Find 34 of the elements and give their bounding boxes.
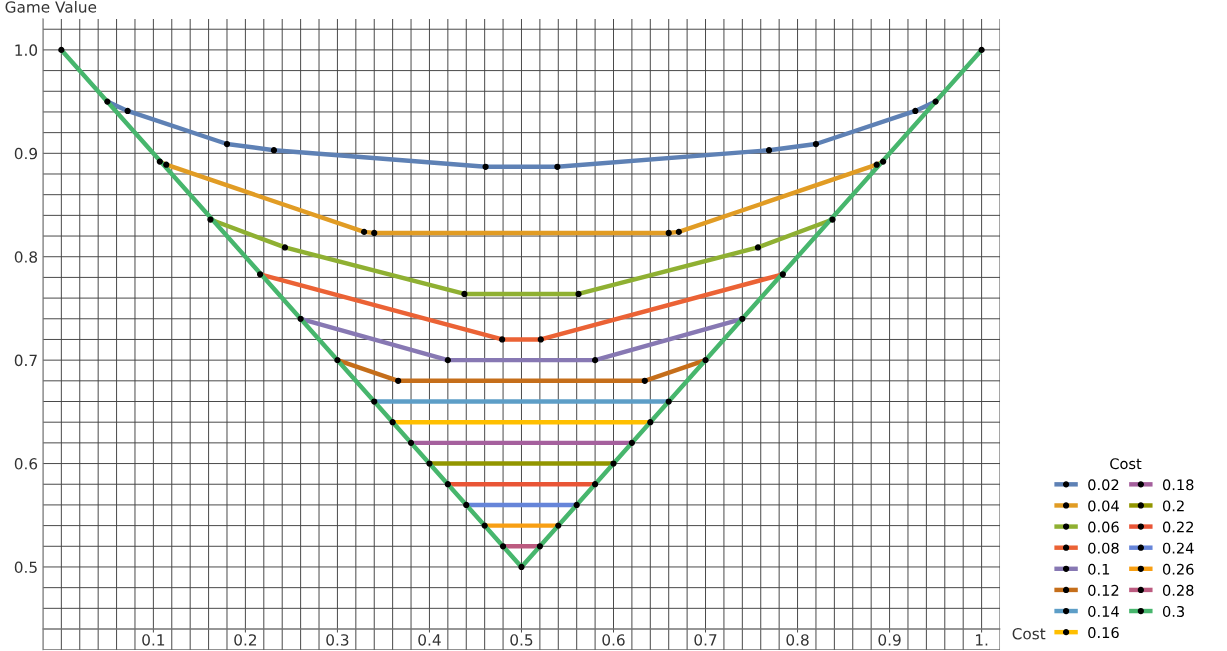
x-tick-label: 0.8 [786,634,809,646]
x-tick-label: 0.3 [326,634,349,646]
legend-label: 0.3 [1162,605,1185,618]
legend-label: 0.18 [1162,479,1194,491]
x-tick-label: 0.5 [510,634,533,646]
legend-label: 0.04 [1088,500,1119,512]
x-tick-label: 0.6 [602,634,625,646]
y-tick-label: 0.7 [14,354,37,367]
legend-label: 0.02 [1088,479,1119,491]
x-tick-label: 0.4 [418,634,441,646]
x-tick-label: 0.2 [234,634,257,646]
legend-label: 0.16 [1088,627,1119,639]
y-tick-label: 0.8 [14,251,38,263]
legend-label: 0.1 [1088,563,1110,575]
x-tick-label: 1. [975,634,988,646]
legend-label: 0.2 [1162,500,1184,512]
y-tick-label: 0.6 [14,458,38,470]
legend-label: 0.28 [1162,584,1194,596]
legend-label: 0.06 [1088,521,1119,533]
y-tick-label: 0.5 [14,561,37,573]
y-tick-label: 0.9 [14,147,38,160]
legend-label: 0.24 [1162,542,1194,554]
legend-label: 0.26 [1162,563,1194,575]
x-tick-label: 0.9 [878,634,901,646]
legend-label: 0.14 [1088,605,1119,618]
legend-title: Cost [1110,458,1142,470]
legend-label: 0.08 [1088,542,1119,554]
legend-label: 0.12 [1088,584,1119,596]
x-tick-label: 0.1 [142,634,165,646]
x-tick-label: 0.7 [694,634,717,646]
x-axis-title: Cost [1012,627,1046,640]
y-axis-title: Game Value [5,0,97,13]
legend-label: 0.22 [1162,521,1194,533]
y-tick-label: 1.0 [15,44,38,56]
